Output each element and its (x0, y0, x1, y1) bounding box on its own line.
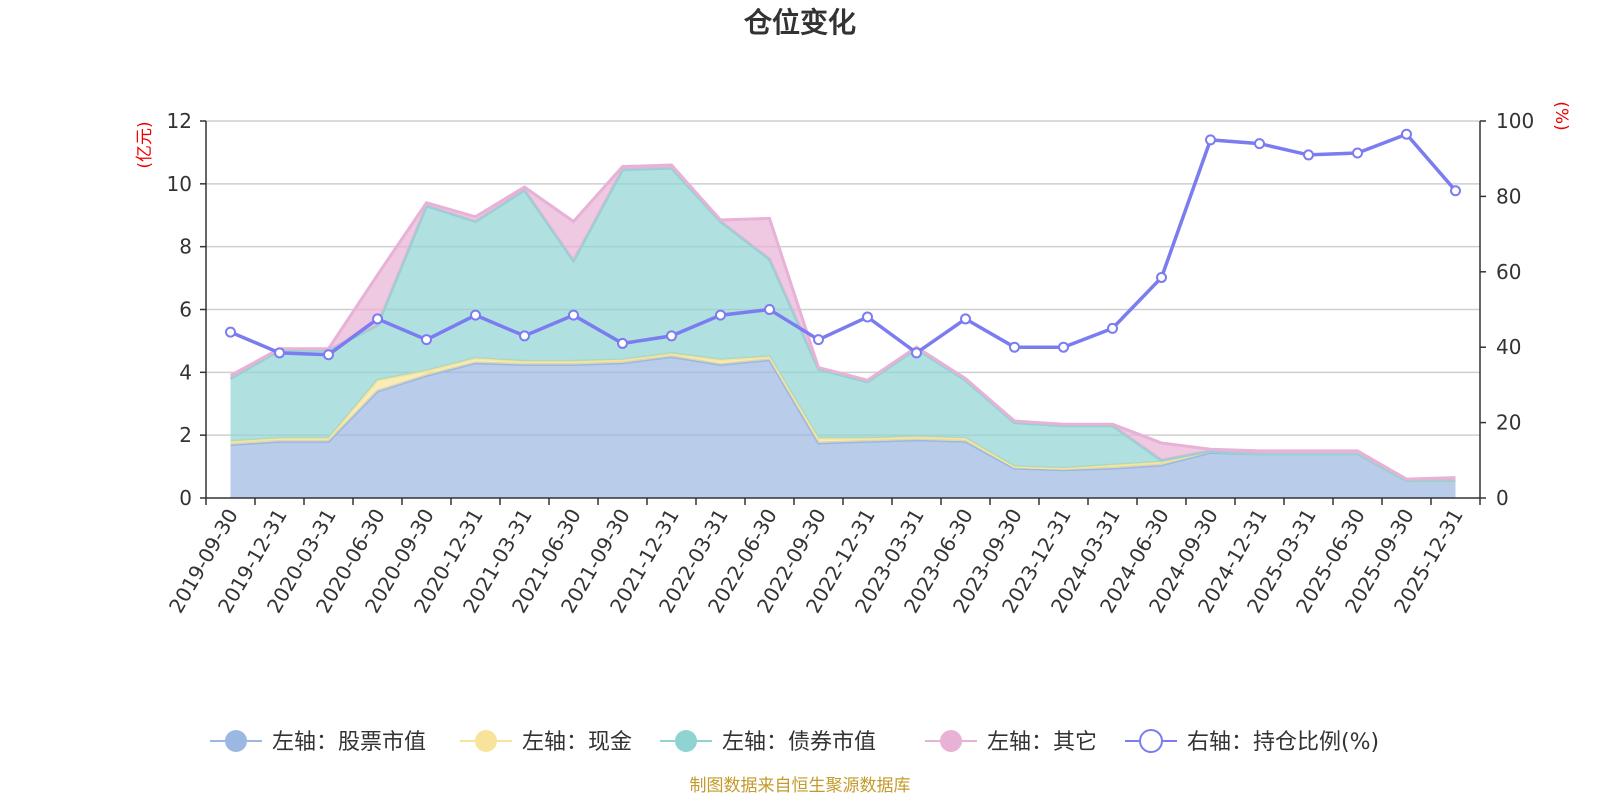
chart-title: 仓位变化 (744, 6, 856, 39)
ratio-point (274, 347, 285, 359)
legend-marker (940, 730, 962, 752)
ratio-point (911, 347, 922, 359)
ratio-point (1156, 271, 1167, 283)
legend-label: 左轴：股票市值 (272, 730, 426, 755)
ratio-point (1352, 147, 1363, 159)
ratio-point (1009, 341, 1020, 353)
legend-label: 左轴：现金 (522, 730, 632, 755)
area-series-fill (230, 168, 1456, 481)
legend-marker (1139, 729, 1163, 753)
ratio-point (715, 309, 726, 321)
right-axis-unit: (%) (1551, 101, 1571, 130)
ratio-point (519, 330, 530, 342)
legend-item: 左轴：股票市值 (210, 730, 426, 755)
ratio-point (421, 334, 432, 346)
right-tick-label: 0 (1496, 486, 1509, 510)
area-series-edge (229, 163, 1456, 481)
ratio-point (862, 311, 873, 323)
ratio-point (1401, 128, 1412, 140)
left-tick-label: 4 (179, 360, 192, 384)
ratio-line (229, 132, 1457, 357)
ratio-point (666, 330, 677, 342)
legend-label: 右轴：持仓比例(%) (1187, 730, 1379, 755)
ratio-point (568, 309, 579, 321)
ratio-point (1450, 185, 1461, 197)
legend-item: 右轴：持仓比例(%) (1125, 729, 1379, 755)
legend-item: 左轴：其它 (925, 730, 1097, 755)
ratio-point (1058, 341, 1069, 353)
legend-item: 左轴：现金 (460, 730, 632, 755)
ratio-point (617, 337, 628, 349)
legend-label: 左轴：其它 (987, 730, 1097, 755)
ratio-point (1205, 134, 1216, 146)
legend: 左轴：股票市值 左轴：现金 左轴：债券市值 左轴：其它 右轴：持仓比例(%) (210, 729, 1379, 755)
legend-item: 左轴：债券市值 (660, 730, 876, 755)
left-tick-label: 10 (167, 172, 192, 196)
ratio-point (813, 334, 824, 346)
ratio-point (323, 349, 334, 361)
ratio-point (1254, 138, 1265, 150)
ratio-point (1107, 322, 1118, 334)
left-tick-label: 8 (179, 235, 192, 259)
legend-marker (225, 730, 247, 752)
ratio-line-series (225, 128, 1461, 361)
left-tick-label: 2 (179, 423, 192, 447)
source-note: 制图数据来自恒生聚源数据库 (690, 776, 911, 796)
ratio-point (960, 313, 971, 325)
left-tick-label: 6 (179, 298, 192, 322)
ratio-point (1303, 149, 1314, 161)
legend-marker (475, 730, 497, 752)
right-tick-label: 60 (1496, 260, 1521, 284)
ratio-point (372, 313, 383, 325)
ratio-point (764, 304, 775, 315)
left-axis-unit: (亿元) (135, 121, 155, 168)
ratio-point (470, 309, 481, 321)
left-tick-label: 0 (179, 486, 192, 510)
left-tick-label: 12 (167, 109, 192, 133)
right-tick-label: 40 (1496, 335, 1521, 359)
right-tick-label: 80 (1496, 184, 1521, 208)
right-tick-label: 100 (1496, 109, 1534, 133)
area-series-fill (230, 356, 1456, 498)
ratio-point (225, 326, 236, 338)
legend-marker (675, 730, 697, 752)
right-tick-label: 20 (1496, 411, 1521, 435)
legend-label: 左轴：债券市值 (722, 730, 876, 755)
stacked-areas (229, 163, 1456, 498)
